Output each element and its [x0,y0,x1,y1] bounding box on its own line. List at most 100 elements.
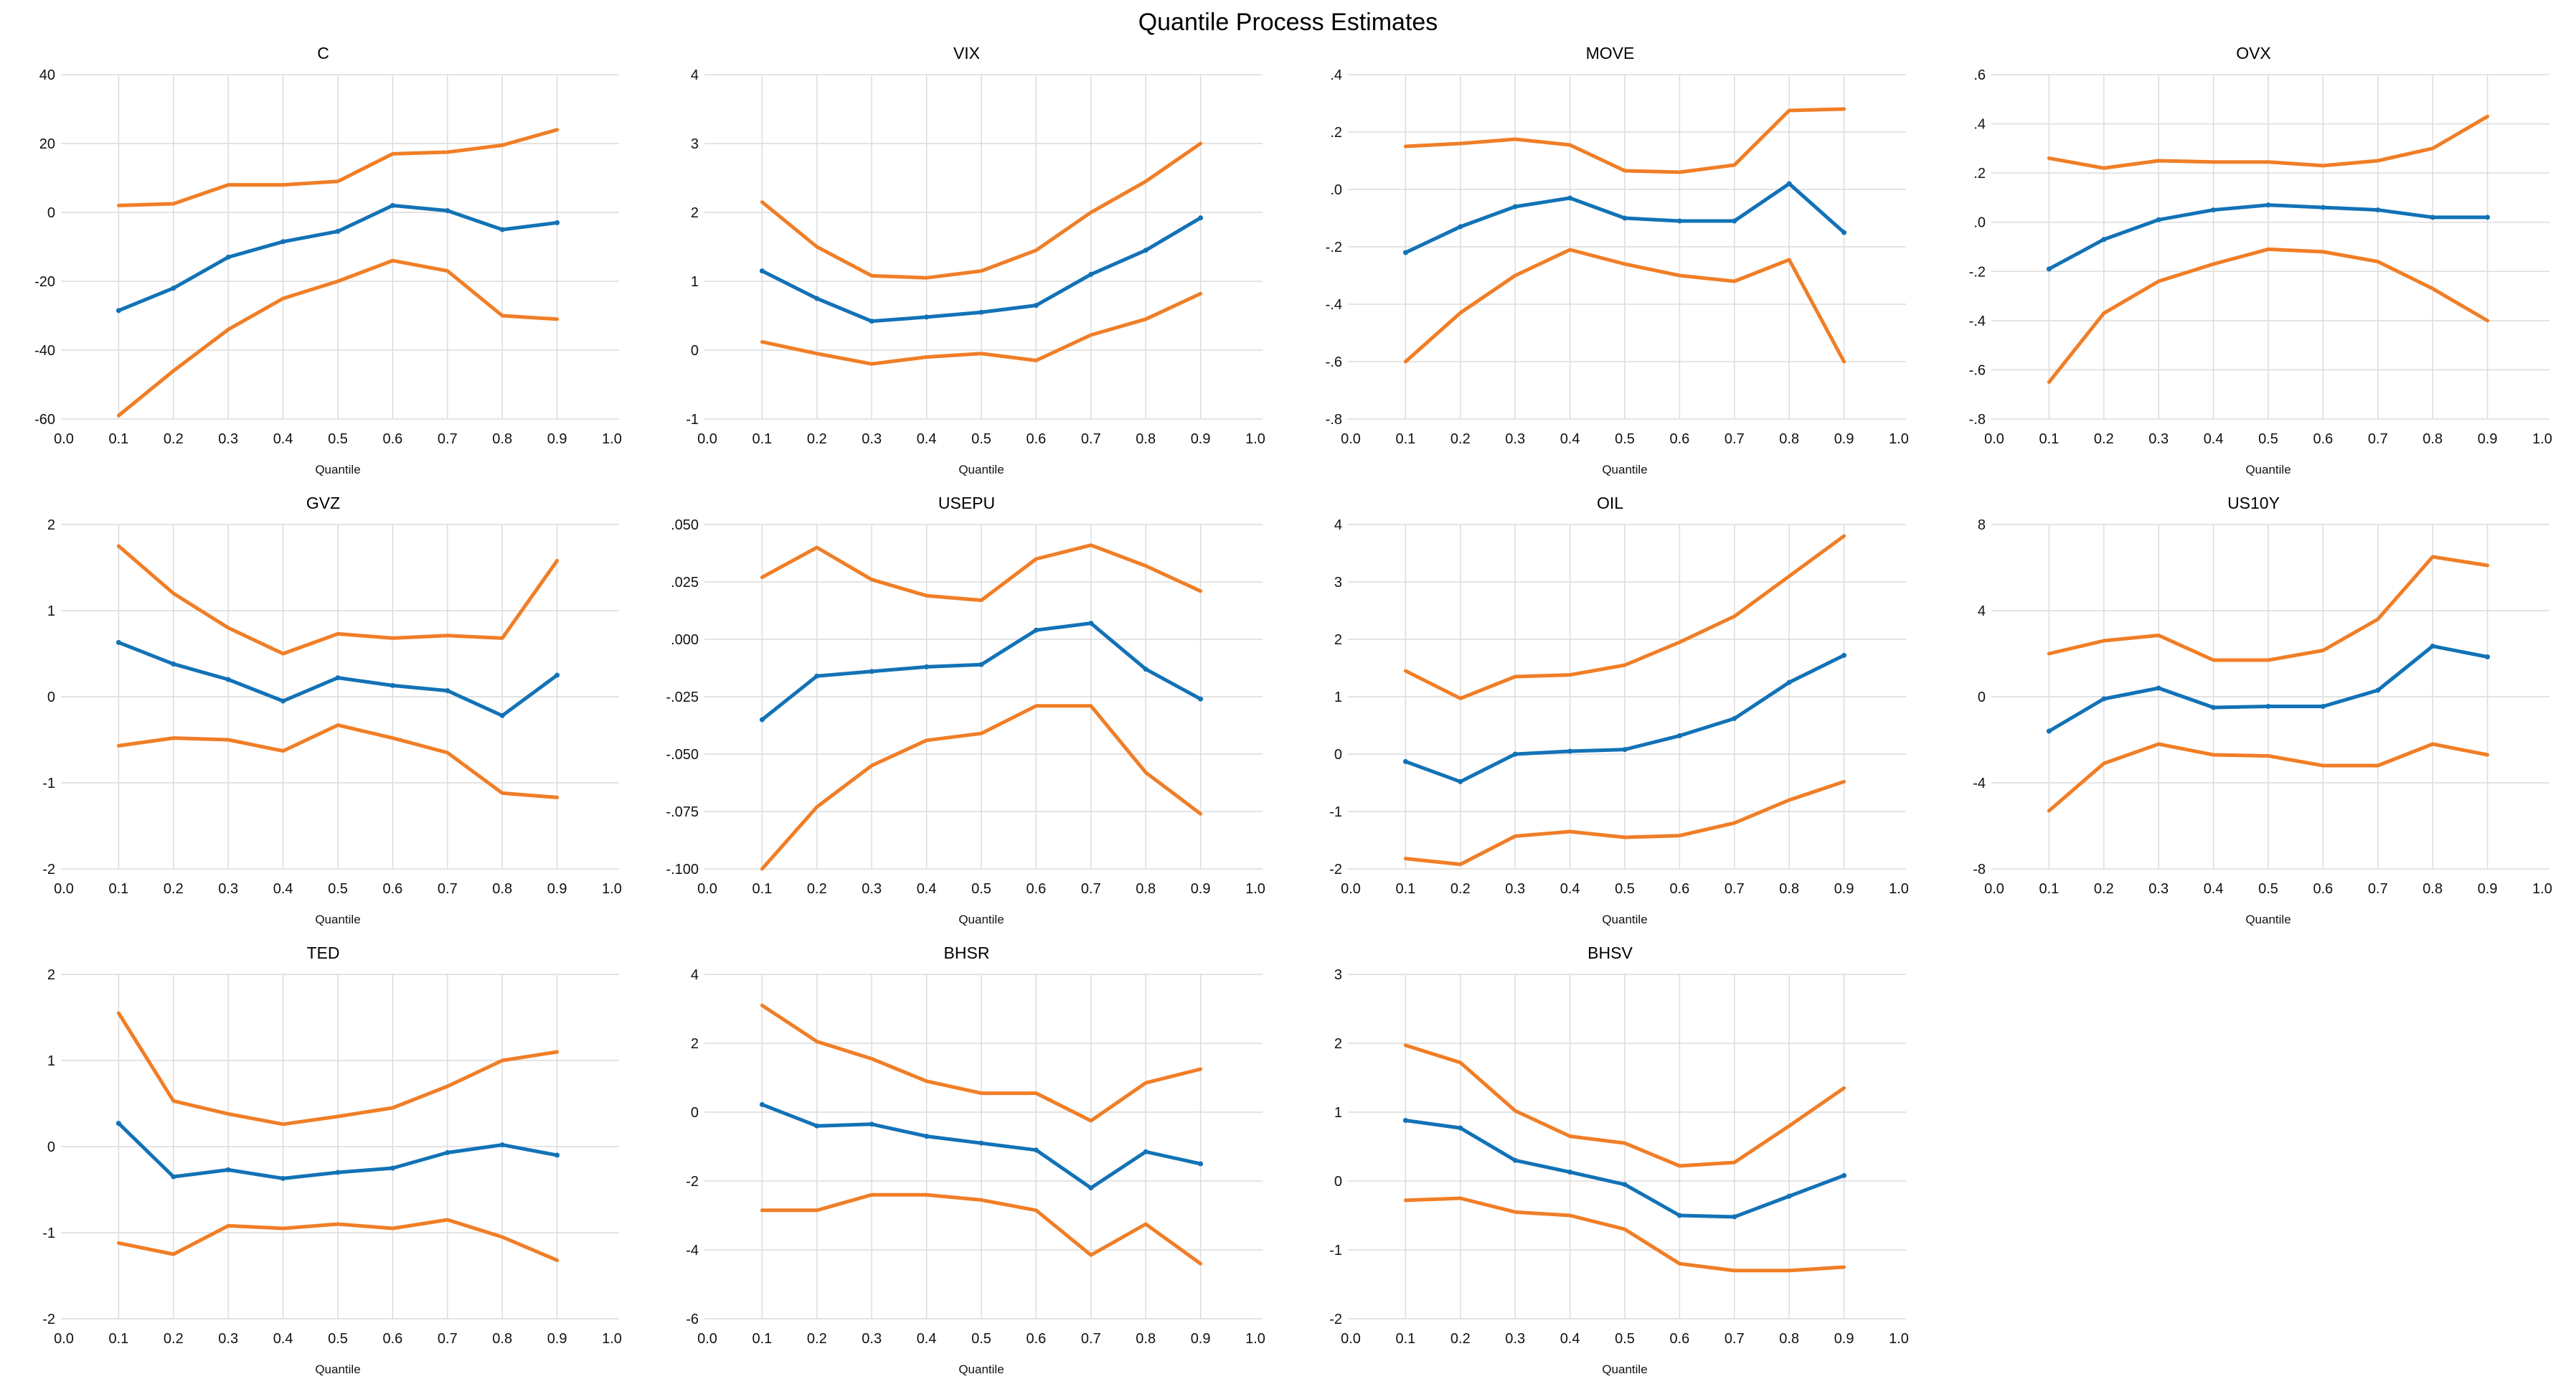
x-tick-label: 0.9 [1834,1331,1854,1347]
y-tick-label: -.075 [666,804,699,820]
y-tick-label: -2 [1329,862,1342,878]
estimate-point [335,1170,340,1175]
estimate-point [1841,230,1846,235]
y-tick-label: -.4 [1325,297,1341,313]
x-tick-label: 0.8 [2422,431,2443,447]
x-tick-label: 0.3 [1505,431,1525,447]
x-tick-label: 0.6 [1026,881,1046,897]
x-tick-label: 0.1 [108,431,128,447]
y-tick-label: .4 [1330,67,1342,83]
x-tick-label: 0.3 [862,1331,882,1347]
estimate-point [1457,1125,1463,1131]
chart-panel-oil: OIL 4 3 2 1 0 -1 -2 0.0 0.1 0.2 0.3 0.4 0.5 0.6 0.7 0.8… [1288,487,1932,937]
estimate-point [869,1121,874,1127]
lower-band-line [2047,742,2489,813]
x-tick-label: 0.9 [1190,431,1210,447]
x-tick-label: 0.6 [1669,1331,1689,1347]
x-tick-label: 0.0 [697,1331,717,1347]
chart-plot: 4 2 0 -2 -4 -6 0.0 0.1 0.2 0.3 0.4 0.5 0.6 0.7 0.8 0.9 1… [686,967,1265,1376]
x-tick-label: 0.8 [1136,881,1156,897]
chart-title: USEPU [938,494,996,512]
x-tick-label: 0.6 [2313,431,2333,447]
y-tick-label: -.4 [1968,314,1985,329]
estimate-point [225,1167,231,1172]
x-tick-label: 0.7 [1724,881,1744,897]
x-tick-label: 1.0 [1245,881,1265,897]
y-tick-label: 0 [1977,690,1985,705]
x-tick-label: 0.6 [1669,881,1689,897]
x-tick-label: 1.0 [1245,1331,1265,1347]
chart-title: OIL [1596,494,1624,512]
estimate-point [2484,654,2490,659]
x-tick-label: 0.1 [752,431,772,447]
estimate-point [813,673,819,679]
x-tick-label: 0.5 [971,881,991,897]
y-tick-label: -1 [42,776,55,791]
estimate-point [170,661,176,667]
x-axis-label: Quantile [958,463,1004,476]
upper-band-line [760,141,1202,280]
y-tick-label: -1 [1329,1243,1342,1259]
x-tick-label: 0.4 [2203,431,2223,447]
x-axis-label: Quantile [958,1363,1004,1376]
y-tick-label: 2 [690,1036,698,1052]
y-tick-label: 1 [1334,690,1341,705]
x-tick-label: 0.8 [1779,431,1799,447]
estimate-point [1567,1170,1572,1175]
estimate-point [2320,704,2326,709]
y-tick-label: 1 [1334,1105,1341,1121]
x-tick-label: 0.2 [1450,431,1470,447]
estimate-point [869,669,874,674]
x-axis-label: Quantile [315,913,360,926]
chart-plot: .050 .025 .000 -.025 -.050 -.075 -.100 0.0 0.1 0.… [666,517,1265,926]
estimate-point [2265,704,2270,709]
y-tick-label: -2 [686,1174,699,1190]
chart-title: BHSR [943,944,990,962]
chart-plot: .6 .4 .2 .0 -.2 -.4 -.6 -.8 0.0 0.1 0.2 0.3 0.4 0.5 0.… [1968,67,2552,476]
lower-band-line [1403,779,1846,867]
x-tick-label: 0.9 [1834,431,1854,447]
chart-title: US10Y [2227,494,2280,512]
x-tick-label: 0.0 [1341,1331,1361,1347]
y-tick-label: 0 [47,205,55,221]
x-axis-label: Quantile [2245,913,2290,926]
x-tick-label: 0.2 [806,1331,826,1347]
x-tick-label: 0.5 [2258,881,2278,897]
estimate-point [2210,705,2216,710]
chart-panel-ted: TED 2 1 0 -1 -2 0.0 0.1 0.2 0.3 0.4 0.5 0.6 0.7 0.8 0.… [1,937,645,1387]
y-tick-label: 0 [1334,1174,1341,1190]
x-tick-label: 1.0 [602,431,622,447]
x-axis-label: Quantile [315,463,360,476]
empty-cell [1932,937,2575,1387]
x-tick-label: 0.7 [2367,881,2387,897]
chart-panel-c: C 40 20 0 -20 -40 -60 0.0 0.1 0.2 0.3 0.4 0.5 0.6 0.7… [1,37,645,487]
x-tick-label: 0.8 [1779,1331,1799,1347]
x-tick-label: 0.5 [328,431,348,447]
x-tick-label: 1.0 [1889,881,1909,897]
estimate-point [1841,1172,1846,1178]
x-tick-label: 0.4 [1560,431,1580,447]
estimate-point [978,662,983,667]
estimate-point [1033,1147,1039,1153]
estimate-point [170,1174,176,1180]
chart-panel-usepu: USEPU .050 .025 .000 -.025 -.050 -.075 -.100 0.… [645,487,1288,937]
y-tick-label: 0 [690,343,698,359]
estimate-point [170,286,176,291]
y-tick-label: 3 [1334,575,1341,591]
estimate-point [1512,204,1518,210]
y-tick-label: .2 [1973,166,1986,182]
x-tick-label: 1.0 [2532,431,2552,447]
estimate-point [813,296,819,301]
chart-panel-vix: VIX 4 3 2 1 0 -1 0.0 0.1 0.2 0.3 0.4 0.5 0.6 0.7 0.8 0.… [645,37,1288,487]
x-tick-label: 0.6 [2313,881,2333,897]
x-tick-label: 0.1 [2039,881,2059,897]
estimate-point [978,1140,983,1146]
estimate-point [2430,644,2435,649]
y-tick-label: .0 [1330,182,1342,198]
estimate-point [1033,627,1039,633]
x-tick-label: 0.9 [547,1331,567,1347]
estimate-point [444,208,450,214]
estimate-point [1676,1213,1682,1218]
estimate-point [869,319,874,324]
x-tick-label: 0.8 [492,1331,512,1347]
